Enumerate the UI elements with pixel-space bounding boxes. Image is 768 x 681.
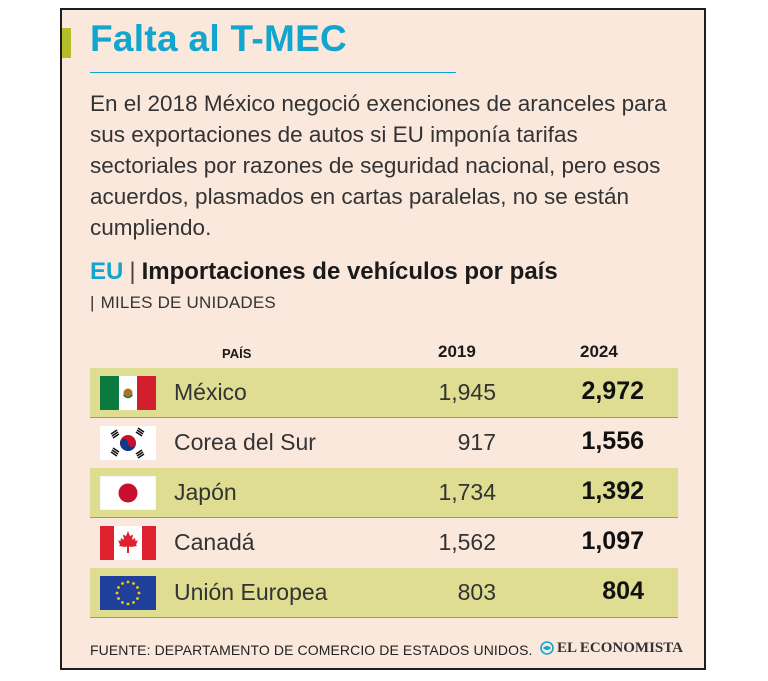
- eu-flag-icon: [100, 576, 156, 610]
- page-title: Falta al T-MEC: [90, 18, 348, 59]
- country-name: Unión Europea: [174, 579, 328, 605]
- chart-title: EU | Importaciones de vehículos por país: [90, 258, 558, 286]
- table-row: Unión Europea 803 804: [90, 568, 678, 618]
- chart-subtitle-text: MILES DE UNIDADES: [100, 293, 276, 312]
- south-korea-flag-icon: [100, 426, 156, 460]
- value-2019: 917: [457, 429, 496, 455]
- column-header-country: PAÍS: [222, 346, 252, 361]
- el-economista-logo: EL ECONOMISTA: [540, 640, 683, 660]
- logo-globe-icon: [540, 641, 554, 655]
- chart-title-prefix: EU: [90, 258, 124, 285]
- table-row: Canadá 1,562 1,097: [90, 518, 678, 568]
- chart-title-text: Importaciones de vehículos por país: [141, 258, 558, 285]
- source-note: FUENTE: DEPARTAMENTO DE COMERCIO DE ESTA…: [90, 642, 533, 658]
- country-name: Corea del Sur: [174, 429, 316, 455]
- value-2024: 1,392: [581, 477, 644, 505]
- value-2019: 1,562: [438, 529, 496, 555]
- table-row: Japón 1,734 1,392: [90, 468, 678, 518]
- chart-subtitle-separator: |: [90, 293, 95, 312]
- infographic-card: Falta al T-MEC En el 2018 México negoció…: [60, 8, 706, 670]
- logo-text: EL ECONOMISTA: [557, 640, 683, 656]
- canada-flag-icon: [100, 526, 156, 560]
- country-name: Japón: [174, 479, 237, 505]
- mexico-flag-icon: [100, 376, 156, 410]
- value-2024: 2,972: [581, 377, 644, 405]
- japan-flag-icon: [100, 476, 156, 510]
- table-row: México 1,945 2,972: [90, 368, 678, 418]
- country-name: Canadá: [174, 529, 255, 555]
- chart-title-separator: |: [129, 258, 136, 285]
- value-2019: 803: [457, 579, 496, 605]
- intro-paragraph: En el 2018 México negoció exenciones de …: [90, 91, 667, 240]
- value-2024: 1,097: [581, 527, 644, 555]
- country-name: México: [174, 379, 247, 405]
- title-underline: [90, 72, 456, 73]
- value-2024: 1,556: [581, 427, 644, 455]
- value-2024: 804: [602, 577, 644, 605]
- value-2019: 1,945: [438, 379, 496, 405]
- column-header-2024: 2024: [580, 342, 618, 361]
- value-2019: 1,734: [438, 479, 496, 505]
- title-accent-bar: [62, 28, 71, 58]
- table-row: Corea del Sur 917 1,556: [90, 418, 678, 468]
- chart-subtitle: | MILES DE UNIDADES: [90, 293, 276, 313]
- column-header-2019: 2019: [438, 342, 476, 361]
